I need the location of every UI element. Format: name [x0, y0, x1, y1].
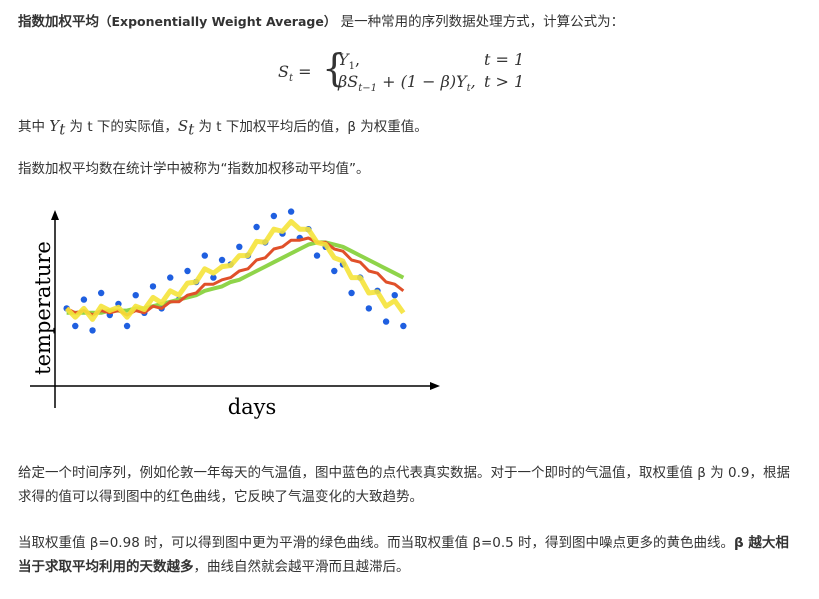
f-c2b: + (1 − β)Y: [376, 72, 467, 91]
f-c1-cond: t = 1: [484, 50, 525, 69]
data-point: [123, 322, 131, 330]
para2: 当取权重值 β=0.98 时，可以得到图中更为平滑的绿色曲线。而当取权重值 β=…: [18, 531, 793, 579]
brace: {: [322, 46, 347, 90]
yellow-line: [64, 219, 406, 322]
f-c2-sub: t−1: [358, 83, 377, 95]
f-c2-sub2: t: [466, 83, 471, 95]
data-point: [89, 327, 96, 334]
data-point: [400, 322, 407, 330]
data-point: [287, 208, 295, 215]
d-s-sub: t: [188, 120, 195, 139]
y-label: temperature: [31, 241, 55, 375]
definition: 其中 Yt 为 t 下的实际值，St 为 t 下加权平均后的值，β 为权重值。: [18, 114, 793, 142]
d-y: Y: [49, 117, 60, 135]
figure: days temperature: [30, 208, 440, 419]
x-arrow: [430, 382, 440, 390]
f-c2-cond: t > 1: [484, 72, 525, 91]
f-lhs-sub: t: [288, 73, 293, 85]
f-c2a: βS: [338, 72, 359, 91]
data-point: [184, 267, 191, 275]
data-point: [382, 318, 390, 325]
f-c2-tail: ,: [470, 72, 476, 91]
p2-a: 当取权重值 β=0.98 时，可以得到图中更为平滑的绿色曲线。而当取权重值 β=…: [18, 535, 735, 551]
d-y-sub: t: [59, 120, 66, 139]
data-point: [253, 223, 260, 231]
data-point: [149, 283, 157, 290]
data-point: [201, 252, 208, 259]
data-point: [270, 212, 278, 220]
data-point: [218, 256, 226, 264]
f-c1-tail: ,: [354, 50, 361, 69]
data-point: [72, 322, 79, 330]
f-eq: =: [298, 62, 312, 81]
f-c1-sub: 1: [348, 61, 355, 73]
data-point: [348, 289, 355, 297]
intro-text: 是一种常用的序列数据处理方式，计算公式为：: [340, 14, 625, 30]
term: 指数加权平均: [18, 14, 99, 30]
data-point: [391, 292, 398, 299]
intro: 指数加权平均（Exponentially Weight Average） 是一种…: [18, 10, 793, 34]
d-a: 其中: [18, 119, 50, 135]
data-point: [331, 267, 338, 275]
f-lhs: S: [278, 62, 289, 81]
data-point: [210, 274, 217, 281]
data-point: [313, 252, 321, 259]
y-arrow: [51, 210, 59, 220]
d-b: 为 t 下的实际值，: [65, 119, 178, 135]
x-label: days: [228, 395, 277, 419]
english: （Exponentially Weight Average）: [99, 14, 337, 29]
d-c: 为 t 下加权平均后的值，β 为权重值。: [194, 119, 428, 135]
d-s: S: [177, 117, 189, 135]
p2-bold: β 越大相当于求取平均利用的天数越多: [18, 535, 789, 575]
data-point: [236, 243, 243, 250]
para1: 给定一个时间序列，例如伦敦一年每天的气温值，图中蓝色的点代表真实数据。对于一个即…: [18, 465, 790, 505]
note: 指数加权平均数在统计学中被称为“指数加权移动平均值”。: [18, 161, 370, 177]
p2-b: ，曲线自然就会越平滑而且越滞后。: [193, 559, 410, 575]
f-c1: Y: [338, 50, 349, 69]
data-point: [80, 296, 88, 303]
data-point: [167, 274, 174, 281]
data-point: [365, 305, 373, 312]
data-point: [132, 292, 139, 299]
data-point: [97, 289, 105, 297]
